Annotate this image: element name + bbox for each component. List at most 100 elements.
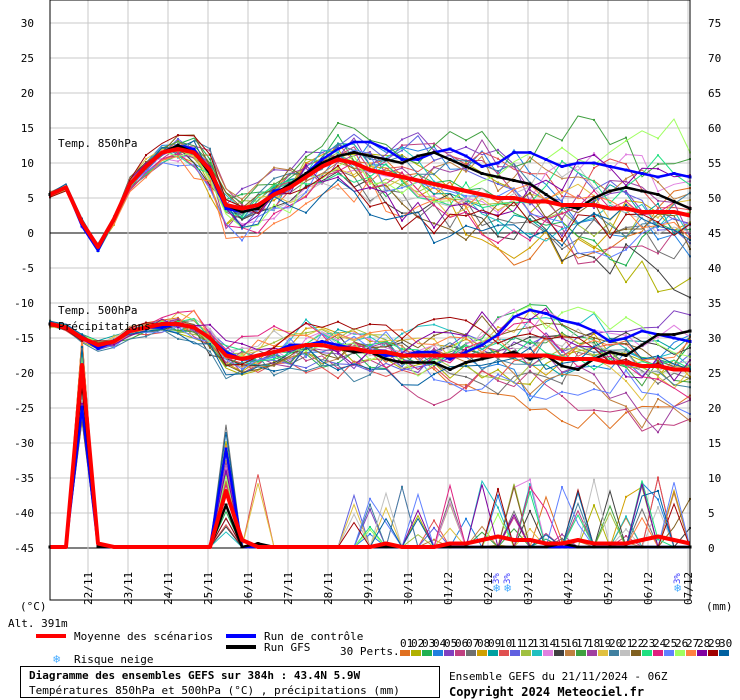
x-tick-label: 02/12 — [482, 572, 495, 605]
perturbation-point — [241, 201, 243, 204]
perturbation-point — [305, 155, 307, 158]
pert-swatch — [576, 650, 586, 656]
mean-t850-line — [49, 147, 691, 249]
perturbation-point — [241, 214, 243, 217]
perturbation-point — [529, 172, 531, 175]
perturbation-point — [401, 215, 403, 218]
perturbation-point — [625, 411, 627, 414]
perturbation-point — [241, 350, 243, 353]
gfs-point — [224, 503, 228, 507]
perturbation-point — [337, 369, 339, 372]
perturbation-point — [593, 187, 595, 190]
perturbation-point — [81, 339, 83, 342]
pert-number: 26 — [675, 637, 688, 650]
perturbation-point — [305, 327, 307, 330]
perturbation-point — [593, 339, 595, 342]
perturbation-point — [145, 333, 147, 336]
perturbation-point — [369, 528, 371, 531]
perturbation-point — [273, 203, 275, 206]
perturbation-point — [529, 383, 531, 386]
perturbation-point — [337, 172, 339, 175]
perturbation-point — [369, 508, 371, 511]
perturbation-point — [657, 250, 659, 253]
mean-precip-line — [50, 363, 691, 549]
perturbation-point — [209, 153, 211, 156]
copyright: Copyright 2024 Meteociel.fr — [449, 685, 645, 699]
perturbation-point — [657, 382, 659, 385]
perturbation-point — [497, 360, 499, 363]
perturbation-point — [465, 238, 467, 241]
perturbation-point — [529, 331, 531, 334]
pert-number: 18 — [587, 637, 600, 650]
pert-swatch — [433, 650, 443, 656]
gfs-point — [576, 207, 580, 210]
perturbation-point — [657, 326, 659, 329]
perturbation-point — [561, 244, 563, 247]
x-tick-label: 05/12 — [602, 572, 615, 605]
perturbation-point — [465, 365, 467, 368]
perturbation-point — [497, 330, 499, 333]
control-point — [368, 140, 372, 144]
perturbation-point — [593, 336, 595, 339]
perturbation-point — [593, 166, 595, 169]
perturbation-point — [433, 338, 435, 341]
perturbation-point — [433, 166, 435, 169]
perturbation-point — [401, 180, 403, 183]
pert-number: 24 — [653, 637, 667, 650]
perturbation-point — [401, 357, 403, 360]
perturbation-point — [465, 390, 467, 393]
perturbation-point — [209, 195, 211, 198]
perturbation-point — [241, 365, 243, 368]
pert-swatch — [543, 650, 553, 656]
right-tick-label: 70 — [708, 52, 721, 65]
perturbation-point — [305, 356, 307, 359]
x-tick-label: 25/11 — [202, 572, 215, 605]
perturbation-point — [497, 217, 499, 220]
gfs-point — [528, 357, 532, 361]
gfs-point — [480, 357, 484, 361]
perturbation-point — [625, 163, 627, 166]
gfs-point — [512, 545, 516, 549]
perturbation-point — [273, 168, 275, 171]
perturbation-point — [177, 332, 179, 335]
perturbation-point — [337, 340, 339, 343]
perturbation-line — [50, 358, 691, 548]
perturbation-point — [433, 373, 435, 376]
snow-risk-percent: 3% — [492, 573, 502, 584]
perturbation-line — [50, 390, 690, 549]
perturbation-point — [465, 194, 467, 197]
control-point — [592, 161, 596, 165]
gfs-point — [96, 545, 100, 549]
perturbation-point — [497, 373, 499, 376]
perturbation-point — [369, 162, 371, 165]
perturbation-point — [465, 338, 467, 341]
perturbation-point — [593, 373, 595, 376]
perturbation-point — [593, 152, 595, 155]
perturbation-point — [369, 354, 371, 357]
perturbation-point — [561, 234, 563, 237]
perturbation-point — [593, 164, 595, 167]
control-point — [528, 308, 532, 312]
left-tick-label: 20 — [21, 87, 34, 100]
pert-swatch — [488, 650, 498, 656]
perturbation-point — [433, 365, 435, 368]
snowflake-icon: ❄ — [53, 652, 60, 666]
perturbation-point — [657, 378, 659, 381]
pert-swatch — [455, 650, 465, 656]
left-axis-unit: (°C) — [20, 600, 47, 613]
perturbation-point — [593, 478, 595, 481]
pert-number: 30 — [719, 637, 732, 650]
perturbation-point — [81, 418, 83, 421]
gfs-point — [464, 545, 468, 549]
perturbation-point — [337, 367, 339, 370]
perturbation-point — [561, 206, 563, 209]
perturbation-point — [561, 199, 563, 202]
perturbation-point — [497, 157, 499, 160]
left-tick-label: -5 — [21, 262, 34, 275]
perturbation-point — [497, 203, 499, 206]
pert-number: 04 — [433, 637, 447, 650]
right-tick-label: 5 — [708, 507, 715, 520]
perturbation-point — [113, 337, 115, 340]
perturbation-point — [593, 351, 595, 354]
pert-number: 25 — [664, 637, 677, 650]
